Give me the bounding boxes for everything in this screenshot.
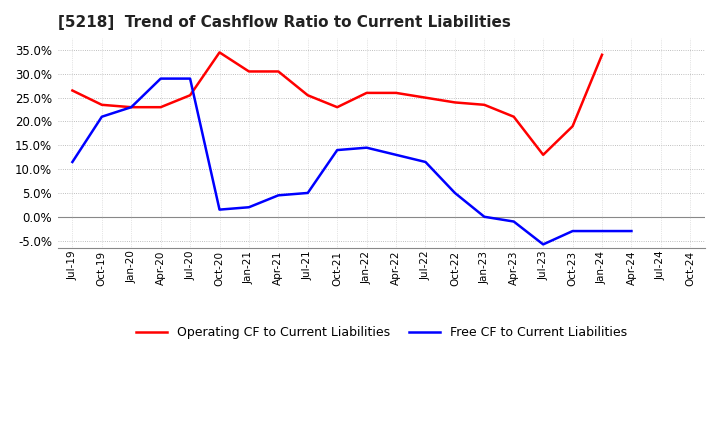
Free CF to Current Liabilities <box>245 205 253 210</box>
Text: [5218]  Trend of Cashflow Ratio to Current Liabilities: [5218] Trend of Cashflow Ratio to Curren… <box>58 15 510 30</box>
Free CF to Current Liabilities <box>421 159 430 165</box>
Free CF to Current Liabilities <box>333 147 341 153</box>
Free CF to Current Liabilities <box>451 191 459 196</box>
Legend: Operating CF to Current Liabilities, Free CF to Current Liabilities: Operating CF to Current Liabilities, Fre… <box>130 321 632 344</box>
Operating CF to Current Liabilities <box>451 100 459 105</box>
Operating CF to Current Liabilities <box>421 95 430 100</box>
Free CF to Current Liabilities <box>215 207 224 212</box>
Free CF to Current Liabilities <box>392 152 400 158</box>
Free CF to Current Liabilities <box>127 105 135 110</box>
Operating CF to Current Liabilities <box>510 114 518 119</box>
Free CF to Current Liabilities <box>568 228 577 234</box>
Operating CF to Current Liabilities <box>127 105 135 110</box>
Operating CF to Current Liabilities <box>303 93 312 98</box>
Free CF to Current Liabilities <box>480 214 489 220</box>
Free CF to Current Liabilities <box>539 242 547 247</box>
Free CF to Current Liabilities <box>303 191 312 196</box>
Operating CF to Current Liabilities <box>68 88 77 93</box>
Free CF to Current Liabilities <box>510 219 518 224</box>
Line: Operating CF to Current Liabilities: Operating CF to Current Liabilities <box>73 52 602 155</box>
Free CF to Current Liabilities <box>156 76 165 81</box>
Operating CF to Current Liabilities <box>539 152 547 158</box>
Operating CF to Current Liabilities <box>333 105 341 110</box>
Operating CF to Current Liabilities <box>245 69 253 74</box>
Free CF to Current Liabilities <box>186 76 194 81</box>
Operating CF to Current Liabilities <box>480 102 489 107</box>
Operating CF to Current Liabilities <box>362 90 371 95</box>
Operating CF to Current Liabilities <box>186 93 194 98</box>
Operating CF to Current Liabilities <box>392 90 400 95</box>
Operating CF to Current Liabilities <box>97 102 106 107</box>
Free CF to Current Liabilities <box>274 193 283 198</box>
Free CF to Current Liabilities <box>598 228 606 234</box>
Free CF to Current Liabilities <box>362 145 371 150</box>
Line: Free CF to Current Liabilities: Free CF to Current Liabilities <box>73 79 631 244</box>
Free CF to Current Liabilities <box>97 114 106 119</box>
Operating CF to Current Liabilities <box>215 50 224 55</box>
Free CF to Current Liabilities <box>627 228 636 234</box>
Operating CF to Current Liabilities <box>156 105 165 110</box>
Operating CF to Current Liabilities <box>274 69 283 74</box>
Operating CF to Current Liabilities <box>598 52 606 58</box>
Operating CF to Current Liabilities <box>568 124 577 129</box>
Free CF to Current Liabilities <box>68 159 77 165</box>
